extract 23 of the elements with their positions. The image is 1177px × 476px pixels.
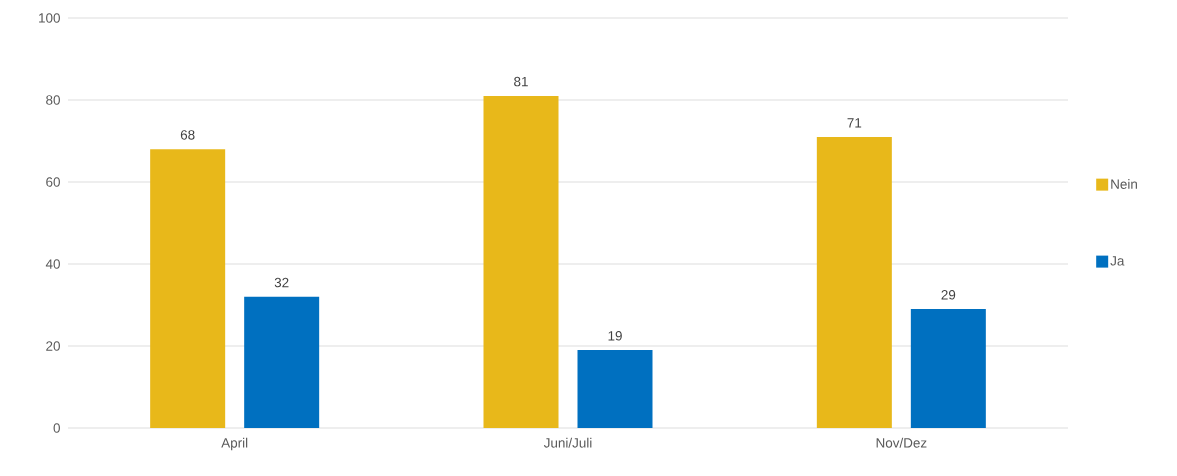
bar [483,95,559,428]
data-label: 81 [514,76,528,87]
data-label: 71 [847,118,862,128]
y-tick-label: 20 [46,341,60,351]
data-label: 68 [180,130,195,140]
data-label: 32 [274,277,289,288]
x-tick-label: Juni/Juli [543,437,592,448]
y-tick-label: 80 [46,95,60,105]
bar [150,149,226,428]
bar [577,350,653,428]
y-tick-label: 60 [46,177,60,187]
legend-label: Nein [1111,179,1137,189]
y-tick-label: 100 [39,13,60,23]
x-tick-label: April [221,437,248,451]
x-tick-label: Nov/Dez [876,437,927,448]
bar [910,309,986,428]
y-tick-label: 0 [53,423,60,433]
data-label: 29 [941,290,956,300]
bar [816,136,892,428]
legend-label: Ja [1110,256,1125,266]
data-label: 19 [608,331,622,341]
bar [244,296,320,428]
y-tick-label: 40 [45,259,60,269]
